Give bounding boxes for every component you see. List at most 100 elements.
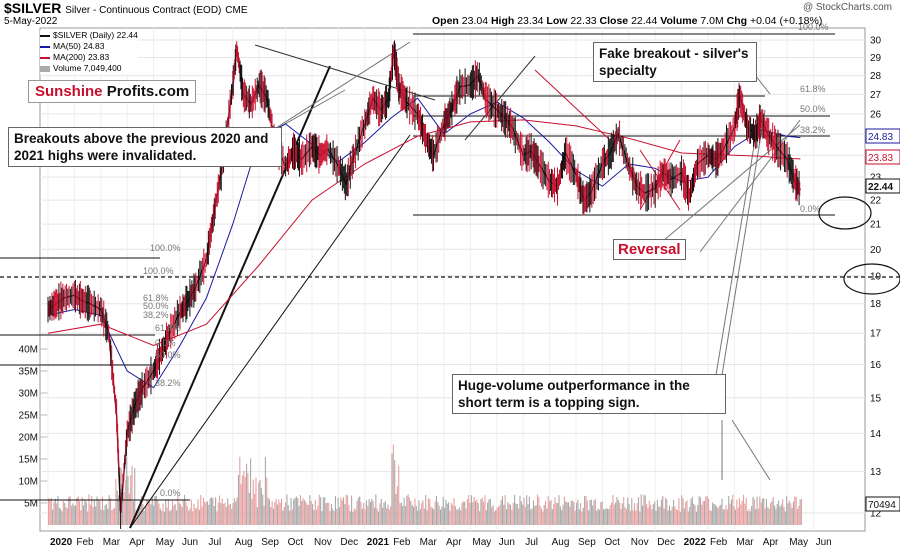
volume-bar [318,494,320,525]
volume-bar [749,511,751,525]
volume-bar [355,509,357,525]
volume-bar [431,507,433,525]
volume-bar [540,508,543,525]
volume-bar [792,501,794,525]
volume-bar [584,495,586,525]
volume-bar [70,505,72,525]
chart-date: 5-May-2022 [4,16,58,27]
volume-bar [755,509,757,525]
volume-bar [348,504,350,525]
volume-bar [387,504,389,525]
volume-bar [200,494,202,525]
volume-bar [76,497,78,525]
volume-bar [324,497,326,525]
volume-bar [550,500,552,525]
volume-bar [489,498,491,525]
volume-bar [340,497,342,525]
volume-bar [259,480,261,525]
volume-bar [228,504,230,525]
volume-bar [698,496,700,525]
volume-bar [72,503,74,525]
volume-bar [474,501,477,525]
volume-bar [275,499,277,525]
volume-bar [103,509,105,525]
month-tick-label: Dec [340,537,358,548]
volume-bar [97,499,99,525]
month-tick-label: Dec [657,537,675,548]
volume-bar [581,511,583,525]
volume-bar [470,495,473,525]
volume-bar [545,500,547,525]
volume-bar [247,473,249,525]
volume-bar [414,498,416,525]
volume-bar [301,500,303,525]
month-tick-label: Jun [499,537,515,548]
volume-bar [123,491,125,525]
volume-bar [487,502,489,525]
volume-bar [216,511,218,525]
trend-line [464,55,536,141]
volume-bar [458,507,460,525]
volume-bar [338,507,341,525]
volume-bar [320,497,322,525]
volume-bar [787,503,789,525]
volume-bar [473,496,475,525]
volume-bar [528,496,530,525]
ohlc-readout: Open 23.04 High 23.34 Low 22.33 Close 22… [432,15,823,27]
volume-bar [91,496,93,525]
volume-bar [771,501,773,525]
volume-bar [124,480,126,525]
volume-bar [279,502,281,525]
volume-bar [601,501,603,525]
legend-volume: Volume 7,049,400 [40,63,138,74]
volume-bar [650,504,652,525]
callout-fake-breakout: Fake breakout - silver's specialty [593,42,757,82]
volume-bar [185,501,187,525]
volume-bar [741,500,743,525]
trend-line [534,69,611,141]
volume-bar [135,510,137,525]
volume-bar [153,505,155,525]
volume-bar [675,509,677,525]
volume-bar [520,501,522,525]
volume-bar [147,499,149,525]
volume-bar [798,505,800,525]
volume-bar [656,499,658,525]
volume-bar [210,497,213,525]
month-tick-label: Apr [129,537,145,548]
price-tick-label: 30 [870,36,882,47]
volume-bar [264,457,266,525]
volume-bar [565,501,567,525]
volume-bar [662,495,664,525]
volume-bar [753,499,755,525]
volume-bar [360,502,362,525]
volume-bar [442,496,444,525]
volume-bar [536,494,539,525]
volume-bar [140,495,143,525]
volume-bar [522,504,524,525]
volume-bar [573,502,575,525]
volume-bar [655,510,657,525]
month-tick-label: Aug [552,537,570,548]
volume-bar [542,511,544,525]
volume-bar [190,499,192,525]
volume-bar [342,497,345,525]
volume-bar [108,495,110,525]
volume-bar [170,509,172,525]
volume-bar [89,504,91,525]
volume-bar [50,498,52,525]
volume-bar [574,510,576,525]
month-tick-label: 2020 [50,537,73,548]
volume-bar [791,507,793,525]
volume-bar [306,504,308,525]
volume-bar [588,510,590,525]
month-tick-label: Sep [261,537,279,548]
volume-bar [593,500,595,525]
volume-bar [95,506,97,525]
volume-bar [600,502,602,525]
volume-bar [464,501,466,525]
volume-bar [57,495,59,525]
volume-bar [438,505,440,525]
month-tick-label: May [472,537,491,548]
